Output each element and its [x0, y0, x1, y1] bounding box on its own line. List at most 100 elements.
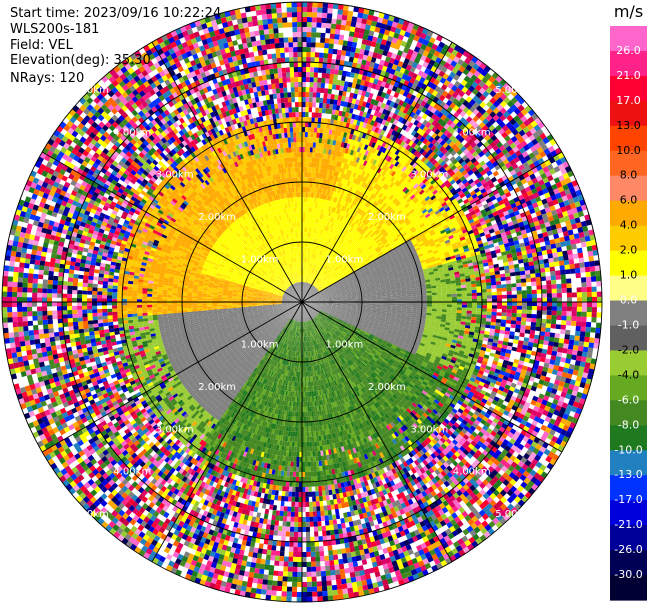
- range-gate: [327, 58, 332, 64]
- range-gate: [490, 278, 496, 283]
- range-gate: [325, 194, 329, 201]
- range-gate: [307, 222, 309, 228]
- range-gate: [385, 40, 392, 47]
- range-gate: [321, 229, 324, 236]
- range-gate: [327, 53, 333, 59]
- range-gate: [395, 65, 402, 72]
- range-gate: [342, 173, 346, 180]
- range-gate: [505, 276, 511, 281]
- range-gate: [320, 183, 323, 189]
- range-gate: [347, 164, 352, 171]
- range-gate: [302, 287, 304, 293]
- range-gate: [320, 219, 323, 225]
- range-gate: [345, 153, 350, 160]
- range-gate: [304, 287, 306, 293]
- range-gate: [362, 122, 367, 129]
- range-gate: [333, 186, 338, 192]
- range-gate: [339, 183, 343, 189]
- range-gate: [303, 292, 306, 298]
- range-gate: [377, 17, 384, 24]
- range-gate: [305, 272, 307, 278]
- range-gate: [326, 205, 330, 211]
- range-gate: [309, 279, 313, 284]
- range-gate: [327, 8, 333, 14]
- range-gate: [308, 257, 310, 263]
- range-gate: [356, 63, 362, 70]
- range-gate: [574, 237, 581, 244]
- range-gate: [306, 277, 309, 283]
- range-gate: [325, 231, 329, 237]
- range-gate: [313, 243, 316, 249]
- range-gate: [330, 190, 334, 197]
- range-gate: [451, 285, 457, 289]
- range-gate: [328, 78, 334, 85]
- range-gate: [315, 187, 318, 194]
- range-gate: [309, 147, 313, 153]
- range-gate: [314, 243, 317, 249]
- range-gate: [309, 237, 312, 243]
- range-gate: [330, 227, 334, 233]
- range-gate: [366, 55, 373, 62]
- range-gate: [308, 202, 311, 208]
- range-gate: [316, 254, 320, 260]
- range-gate: [335, 181, 339, 188]
- range-gate: [356, 162, 361, 169]
- range-gate: [309, 273, 312, 279]
- range-gate: [372, 104, 378, 111]
- range-gate: [321, 188, 324, 194]
- range-gate: [331, 53, 337, 60]
- range-gate: [354, 162, 359, 168]
- range-gate: [346, 180, 351, 187]
- range-gate: [367, 14, 374, 21]
- range-gate: [313, 77, 318, 83]
- range-gate: [322, 2, 329, 9]
- range-gate: [345, 190, 349, 197]
- range-gate: [310, 263, 313, 269]
- range-gate: [312, 243, 315, 249]
- range-gate: [366, 40, 372, 47]
- range-gate: [329, 38, 335, 44]
- range-gate: [304, 277, 306, 283]
- range-gate: [302, 72, 307, 77]
- range-gate: [335, 105, 341, 111]
- range-gate: [321, 77, 326, 84]
- range-gate: [302, 97, 306, 102]
- range-gate: [319, 256, 323, 261]
- range-gate: [355, 22, 362, 29]
- range-gate: [376, 69, 382, 76]
- range-gate: [332, 202, 337, 208]
- range-gate: [345, 185, 349, 191]
- range-gate: [304, 282, 306, 288]
- range-gate: [310, 247, 313, 253]
- range-gate: [337, 95, 343, 101]
- range-gate: [312, 97, 317, 103]
- range-gate: [304, 262, 306, 268]
- range-gate: [326, 13, 333, 19]
- range-gate: [354, 114, 360, 121]
- range-gate: [329, 195, 333, 202]
- range-gate: [379, 28, 386, 35]
- range-gate: [553, 256, 559, 263]
- range-gate: [344, 81, 349, 87]
- range-gate: [324, 189, 328, 195]
- range-gate: [324, 231, 328, 237]
- range-gate: [322, 168, 326, 174]
- range-gate: [310, 172, 314, 178]
- range-gate: [330, 63, 336, 70]
- range-gate: [320, 168, 324, 174]
- range-gate: [337, 115, 342, 122]
- range-gate: [330, 119, 335, 125]
- range-gate: [579, 267, 586, 273]
- range-gate: [346, 133, 351, 139]
- range-gate: [313, 87, 318, 93]
- range-gate: [569, 263, 575, 270]
- range-gate: [302, 177, 305, 182]
- range-gate: [309, 92, 314, 98]
- range-gate: [318, 203, 322, 209]
- range-gate: [334, 208, 338, 214]
- range-gate: [305, 267, 307, 273]
- range-gate: [335, 151, 340, 157]
- range-gate: [319, 188, 322, 194]
- range-gate: [327, 113, 332, 120]
- range-gate: [303, 292, 306, 298]
